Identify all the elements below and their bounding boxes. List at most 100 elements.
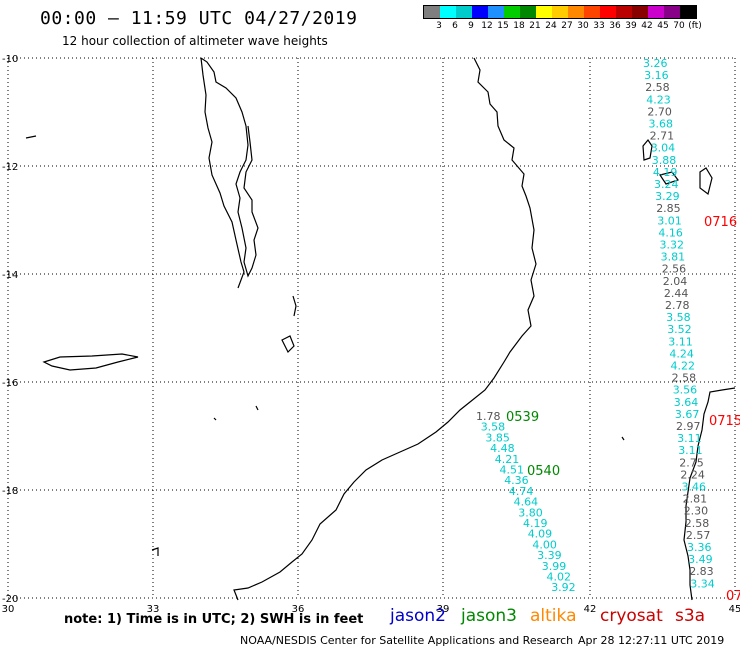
wave-height-label: 4.23 bbox=[646, 93, 671, 106]
x-tick-label: 42 bbox=[584, 604, 597, 615]
wave-height-label: 3.52 bbox=[667, 323, 692, 336]
scale-label: 24 bbox=[545, 21, 557, 31]
scale-label: 45 bbox=[657, 21, 669, 31]
coastline-africa bbox=[200, 57, 259, 289]
scale-label: 15 bbox=[497, 21, 509, 31]
scale-swatch bbox=[488, 6, 504, 18]
scale-label: 3 bbox=[436, 21, 442, 31]
island-small-f bbox=[213, 417, 217, 421]
wave-height-label: 3.36 bbox=[687, 541, 712, 554]
map-subtitle: 12 hour collection of altimeter wave hei… bbox=[62, 34, 328, 48]
wave-height-label: 3.85 bbox=[485, 431, 510, 444]
legend-jason3: jason3 bbox=[461, 606, 517, 626]
wave-height-label: 3.56 bbox=[673, 384, 698, 397]
scale-label: 9 bbox=[468, 21, 474, 31]
generated-timestamp: Apr 28 12:27:11 UTC 2019 bbox=[578, 634, 725, 647]
wave-height-label: 4.00 bbox=[532, 538, 557, 551]
wave-height-label: 4.24 bbox=[669, 347, 694, 360]
scale-label: 39 bbox=[625, 21, 637, 31]
scale-swatch bbox=[456, 6, 472, 18]
legend-altika: altika bbox=[530, 606, 577, 626]
color-scale-legend: 3 6 9 12 15 18 21 24 27 30 33 36 39 42 45 70 (ft) bbox=[423, 5, 702, 33]
y-tick-label: -20 bbox=[2, 594, 18, 605]
x-tick-label: 36 bbox=[292, 604, 305, 615]
wave-height-label: 3.46 bbox=[682, 481, 707, 494]
coastline-group bbox=[25, 57, 736, 601]
wave-height-label: 3.39 bbox=[537, 549, 562, 562]
wave-height-label: 3.11 bbox=[668, 335, 693, 348]
scale-label: (ft) bbox=[688, 21, 702, 31]
pass-label-0540: 0540 bbox=[527, 464, 560, 479]
wave-height-label: 2.56 bbox=[662, 263, 687, 276]
wave-height-label: 3.80 bbox=[518, 506, 543, 519]
wave-height-label: 4.36 bbox=[504, 474, 529, 487]
wave-height-label: 3.16 bbox=[644, 69, 669, 82]
pass-label-07: 07 bbox=[726, 589, 740, 604]
y-tick-label: -14 bbox=[2, 270, 18, 281]
wave-height-label: 3.67 bbox=[675, 408, 700, 421]
scale-swatch bbox=[680, 6, 696, 18]
wave-height-label: 4.21 bbox=[495, 453, 520, 466]
scale-swatch bbox=[552, 6, 568, 18]
wave-height-label: 4.02 bbox=[547, 571, 572, 584]
map-grid bbox=[7, 57, 736, 599]
scale-label: 27 bbox=[561, 21, 573, 31]
wave-height-label: 3.26 bbox=[643, 57, 668, 70]
wave-height-label: 3.49 bbox=[688, 553, 713, 566]
wave-height-label: 3.58 bbox=[481, 421, 506, 434]
scale-swatch bbox=[632, 6, 648, 18]
x-tick-label: 33 bbox=[147, 604, 160, 615]
y-tick-label: -12 bbox=[2, 162, 18, 173]
scale-swatch bbox=[536, 6, 552, 18]
y-tick-label: -18 bbox=[2, 486, 18, 497]
color-scale-labels: 3 6 9 12 15 18 21 24 27 30 33 36 39 42 45 70 (ft) bbox=[423, 19, 702, 33]
scale-label: 18 bbox=[513, 21, 525, 31]
scale-label: 21 bbox=[529, 21, 541, 31]
wave-height-label: 2.58 bbox=[672, 372, 697, 385]
wave-height-label: 3.29 bbox=[655, 190, 680, 203]
scale-swatch bbox=[664, 6, 680, 18]
scale-swatch bbox=[504, 6, 520, 18]
wave-height-label: 4.51 bbox=[500, 464, 525, 477]
island-small-d bbox=[151, 547, 159, 556]
wave-height-label: 2.97 bbox=[676, 420, 701, 433]
legend-cryosat: cryosat bbox=[600, 606, 663, 626]
scale-swatch bbox=[616, 6, 632, 18]
footer-note: note: 1) Time is in UTC; 2) SWH is in fe… bbox=[64, 612, 364, 627]
wave-height-label: 3.88 bbox=[652, 154, 677, 167]
island-small-e bbox=[255, 405, 259, 411]
wave-height-label: 4.09 bbox=[528, 528, 553, 541]
wave-height-label: 3.81 bbox=[661, 251, 686, 264]
x-tick-label: 30 bbox=[2, 604, 15, 615]
scale-swatch bbox=[600, 6, 616, 18]
wave-height-label: 2.24 bbox=[680, 468, 705, 481]
island-comoros-3 bbox=[699, 167, 713, 196]
wave-height-label: 2.57 bbox=[686, 529, 711, 542]
wave-height-label: 3.11 bbox=[677, 432, 702, 445]
scale-label: 36 bbox=[609, 21, 621, 31]
wave-height-label: 3.34 bbox=[690, 577, 715, 590]
coastline-east-africa bbox=[233, 57, 537, 601]
wave-height-track-b: 3.263.162.584.232.703.682.713.043.884.19… bbox=[643, 57, 715, 590]
wave-height-label: 2.83 bbox=[689, 565, 714, 578]
wave-height-label: 2.04 bbox=[663, 275, 688, 288]
island-small-g bbox=[621, 436, 625, 441]
scale-label: 42 bbox=[641, 21, 653, 31]
scale-swatch bbox=[440, 6, 456, 18]
credit-text: NOAA/NESDIS Center for Satellite Applica… bbox=[240, 634, 574, 647]
wave-height-label: 2.81 bbox=[683, 493, 708, 506]
pass-label-0539: 0539 bbox=[506, 410, 539, 425]
wave-height-label: 2.71 bbox=[650, 130, 675, 143]
wave-height-label: 4.74 bbox=[509, 485, 534, 498]
wave-height-label: 4.22 bbox=[671, 360, 696, 373]
wave-height-label: 2.58 bbox=[685, 517, 710, 530]
island-small-a bbox=[281, 335, 295, 354]
wave-height-label: 3.64 bbox=[674, 396, 699, 409]
y-tick-label: -16 bbox=[2, 378, 18, 389]
wave-height-label: 2.58 bbox=[645, 81, 670, 94]
wave-height-label: 1.78 bbox=[476, 410, 501, 423]
wave-height-label: 3.92 bbox=[551, 581, 576, 594]
map-ticks: 30 33 36 39 42 45 -10 -12 -14 -16 -18 -20 bbox=[2, 54, 740, 615]
wave-height-label: 3.68 bbox=[649, 118, 674, 131]
